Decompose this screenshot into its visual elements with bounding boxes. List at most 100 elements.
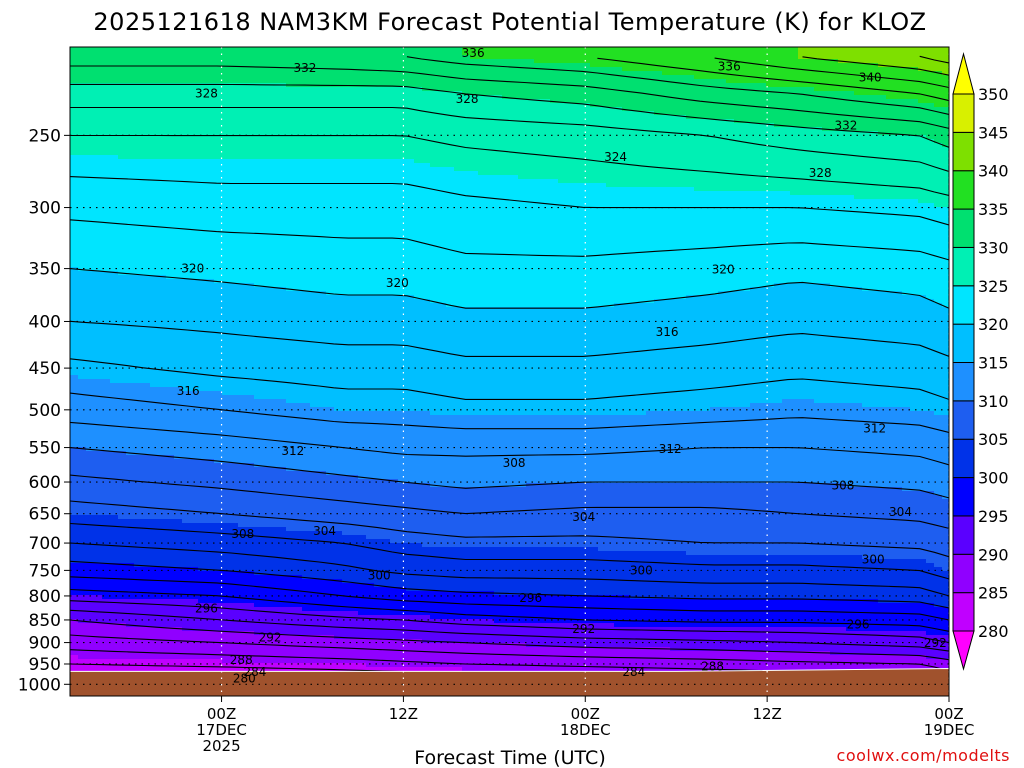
theta-band <box>662 411 671 484</box>
theta-band <box>102 451 111 516</box>
theta-band <box>566 103 575 184</box>
theta-band <box>486 307 495 416</box>
theta-band <box>670 75 679 116</box>
theta-band <box>734 651 743 676</box>
theta-band <box>422 163 431 300</box>
theta-band <box>854 487 863 556</box>
theta-band <box>742 47 751 84</box>
theta-band <box>550 623 559 648</box>
theta-band <box>462 547 471 592</box>
theta-band <box>270 399 279 468</box>
theta-band <box>262 575 271 608</box>
theta-band <box>334 611 343 640</box>
theta-band <box>502 595 511 624</box>
theta-band <box>454 619 463 644</box>
contour-line <box>70 358 949 400</box>
theta-band <box>494 47 503 60</box>
theta-band <box>590 307 599 416</box>
theta-band <box>270 527 279 576</box>
contour-label-312: 312 <box>863 421 886 435</box>
theta-band <box>174 83 183 160</box>
theta-band <box>286 291 295 404</box>
theta-band <box>446 167 455 308</box>
colorbar-label-285: 285 <box>978 584 1009 603</box>
theta-band <box>750 599 759 628</box>
theta-band <box>134 519 143 568</box>
theta-band <box>582 183 591 308</box>
theta-band <box>70 83 79 156</box>
theta-band <box>302 291 311 404</box>
theta-band <box>670 115 679 188</box>
theta-band <box>830 403 839 484</box>
theta-band <box>558 647 567 672</box>
theta-band <box>86 451 95 516</box>
theta-band <box>214 47 223 84</box>
theta-band <box>822 131 831 196</box>
theta-band <box>630 187 639 304</box>
theta-band <box>326 159 335 296</box>
theta-band <box>598 551 607 596</box>
theta-band <box>614 47 623 68</box>
theta-band <box>214 571 223 604</box>
theta-band <box>430 303 439 416</box>
theta-band <box>134 83 143 160</box>
theta-band <box>150 567 159 600</box>
theta-band <box>230 463 239 524</box>
theta-band <box>630 303 639 416</box>
theta-band <box>262 47 271 84</box>
theta-band <box>270 635 279 664</box>
theta-band <box>78 271 87 380</box>
theta-band <box>286 471 295 532</box>
theta-band <box>726 47 735 84</box>
theta-band <box>646 303 655 412</box>
theta-band <box>814 91 823 128</box>
theta-band <box>102 47 111 84</box>
theta-band <box>590 547 599 596</box>
theta-band <box>614 187 623 304</box>
colorbar-label-335: 335 <box>978 200 1009 219</box>
theta-band <box>454 307 463 416</box>
contour-label-312: 312 <box>281 444 304 458</box>
theta-band <box>422 47 431 92</box>
theta-band <box>654 71 663 116</box>
theta-band <box>830 287 839 404</box>
theta-band <box>278 607 287 636</box>
theta-band <box>526 595 535 624</box>
theta-band <box>406 483 415 544</box>
theta-band <box>646 187 655 304</box>
theta-band <box>822 651 831 680</box>
theta-band <box>726 627 735 652</box>
theta-band <box>910 295 919 412</box>
theta-band <box>542 623 551 648</box>
theta-band <box>542 647 551 672</box>
theta-band <box>926 563 935 604</box>
theta-band <box>166 599 175 628</box>
theta-band <box>110 155 119 272</box>
theta-band <box>766 403 775 484</box>
theta-band <box>366 583 375 616</box>
theta-band <box>934 415 943 496</box>
theta-band <box>542 547 551 596</box>
contour-line <box>919 55 949 64</box>
theta-band <box>470 487 479 548</box>
theta-band <box>94 155 103 272</box>
theta-band <box>558 63 567 104</box>
theta-band <box>326 579 335 612</box>
theta-band <box>190 47 199 84</box>
theta-band <box>190 567 199 600</box>
theta-band <box>470 47 479 60</box>
theta-band <box>822 47 831 60</box>
theta-band <box>894 631 903 656</box>
theta-band <box>294 403 303 472</box>
theta-band <box>494 487 503 548</box>
y-tick-label-250: 250 <box>29 126 61 146</box>
theta-band <box>894 603 903 632</box>
plot-frame <box>69 46 950 697</box>
theta-band <box>742 555 751 600</box>
theta-band <box>470 95 479 172</box>
theta-band <box>278 527 287 576</box>
theta-band <box>862 407 871 488</box>
theta-band <box>774 283 783 404</box>
theta-band <box>622 303 631 416</box>
